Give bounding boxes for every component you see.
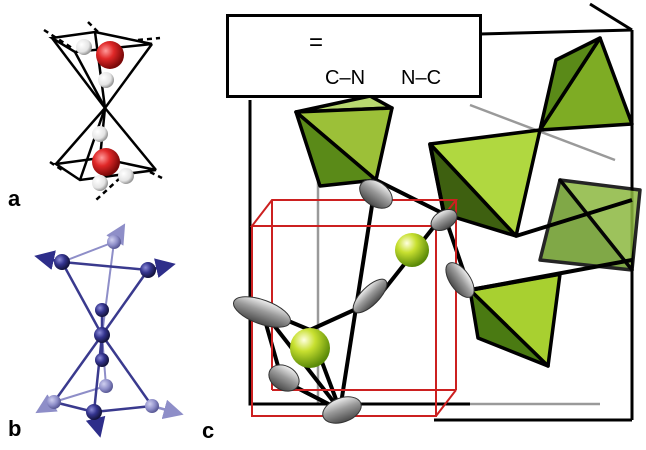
cation-sphere xyxy=(395,233,429,267)
atom-back xyxy=(107,235,121,249)
atom-back xyxy=(99,379,113,393)
cyanide-ellipsoid xyxy=(268,364,300,392)
hydrogen-atom xyxy=(98,72,114,88)
atom xyxy=(95,353,109,367)
panel-b-displacement-bipyramid xyxy=(34,223,184,438)
hydrogen-atom xyxy=(118,168,134,184)
tetrahedron xyxy=(294,94,394,188)
atom-back xyxy=(47,395,61,409)
oxygen-atom-top xyxy=(96,41,124,69)
legend-nc-label: N–C xyxy=(401,67,442,89)
hydrogen-bond-dashes xyxy=(43,21,163,201)
cyanide-ellipsoid xyxy=(359,179,393,209)
cyanide-ellipsoid xyxy=(233,296,291,328)
red-sub-cell xyxy=(249,199,459,417)
hydrogen-atom xyxy=(76,39,92,55)
panel-label-c: c xyxy=(202,418,215,443)
cation-sphere xyxy=(290,328,330,368)
legend-cn-label: C–N xyxy=(325,67,366,89)
oxygen-atom-bottom xyxy=(92,148,120,176)
atom xyxy=(54,254,70,270)
cyanide-ellipsoid xyxy=(352,278,388,314)
tetrahedron xyxy=(468,272,562,368)
legend-equals: = xyxy=(309,29,324,56)
atom xyxy=(86,404,102,420)
cyanide-ellipsoid xyxy=(430,209,458,231)
bipyramid-frame xyxy=(48,30,157,182)
panel-a-water-pair xyxy=(43,21,163,201)
cyanide-ellipsoid xyxy=(322,396,362,424)
atom-back xyxy=(145,399,159,413)
panel-c-framework xyxy=(233,2,642,424)
hydrogen-atom xyxy=(92,126,108,142)
atom xyxy=(140,262,156,278)
hydrogen-atom xyxy=(92,175,108,191)
atom xyxy=(95,303,109,317)
atom-center xyxy=(94,327,110,343)
panel-label-a: a xyxy=(8,186,21,211)
tetrahedron xyxy=(538,36,634,132)
panel-label-b: b xyxy=(8,416,22,441)
cyanide-ellipsoid xyxy=(445,262,475,298)
legend-box: = C–N N–C xyxy=(226,14,482,98)
cyanide-ellipsoids xyxy=(233,179,475,424)
